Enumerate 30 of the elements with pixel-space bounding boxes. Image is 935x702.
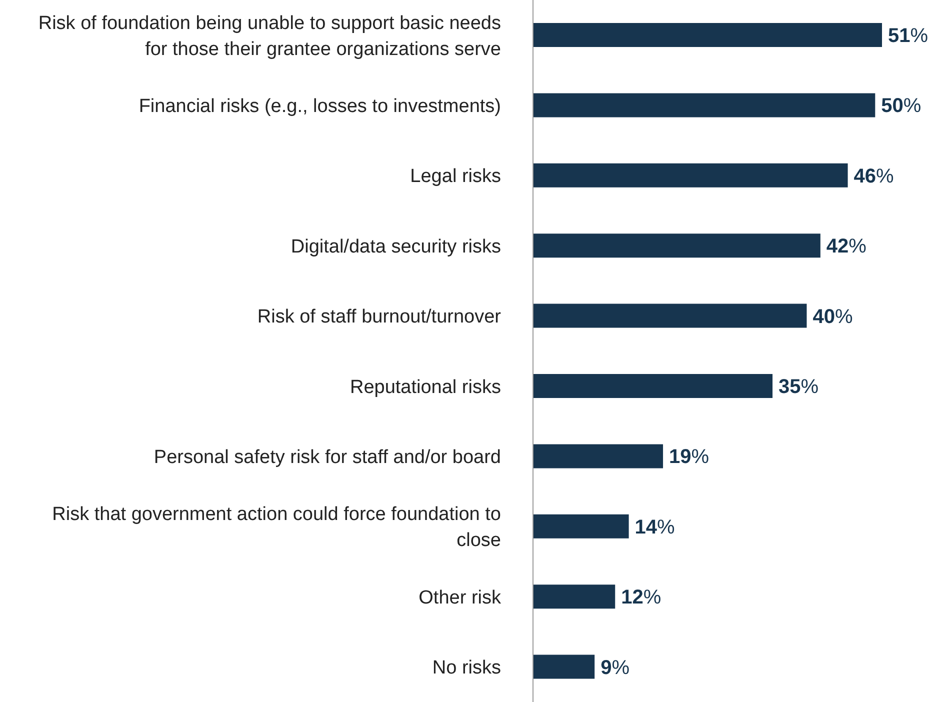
y-tick-label: Risk that government action could force foundation to close bbox=[52, 504, 501, 552]
y-tick-label: Reputational risks bbox=[350, 376, 501, 398]
y-tick-label: Other risk bbox=[418, 587, 502, 608]
y-tick-label: Risk of staff burnout/turnover bbox=[257, 306, 502, 328]
data-label: 46% bbox=[854, 165, 894, 188]
bar bbox=[533, 23, 882, 47]
y-tick-label: Personal safety risk for staff and/or board bbox=[154, 446, 501, 468]
bar bbox=[533, 234, 820, 258]
bar bbox=[533, 444, 664, 468]
data-label: 19% bbox=[669, 446, 710, 468]
data-label: 51% bbox=[888, 25, 928, 47]
y-tick-label: Financial risks (e.g., losses to investments) bbox=[138, 96, 501, 117]
bar bbox=[533, 514, 629, 538]
y-tick-label: Legal risks bbox=[410, 166, 501, 188]
data-label: 42% bbox=[826, 236, 867, 258]
bar bbox=[533, 654, 595, 679]
data-label: 50% bbox=[881, 95, 922, 118]
data-label: 40% bbox=[812, 306, 853, 328]
y-tick-label: Digital/data security risks bbox=[290, 236, 501, 258]
bar bbox=[533, 584, 616, 609]
bar bbox=[533, 374, 773, 398]
data-label: 35% bbox=[778, 376, 819, 398]
data-label: 12% bbox=[621, 586, 662, 609]
y-tick-label: No risks bbox=[432, 658, 501, 679]
bar bbox=[533, 93, 876, 118]
bar bbox=[533, 304, 807, 328]
data-label: 9% bbox=[600, 656, 630, 679]
y-tick-label: Risk of foundation being unable to support basic needs for those their grantee organizations serve bbox=[38, 12, 501, 60]
bar bbox=[533, 163, 848, 188]
data-label: 14% bbox=[634, 516, 676, 538]
